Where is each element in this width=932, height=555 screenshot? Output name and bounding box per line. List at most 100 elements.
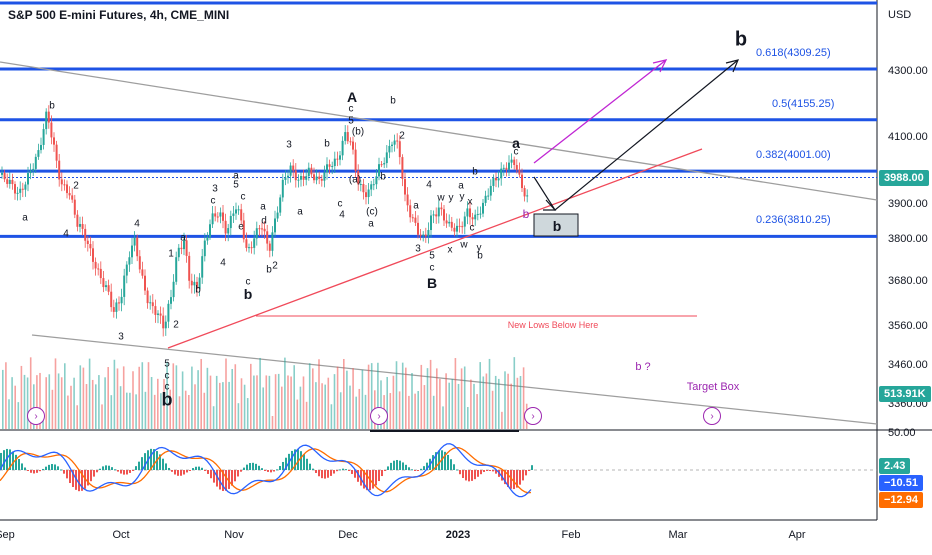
histogram-bar	[444, 451, 446, 470]
candle-body	[92, 248, 94, 262]
wave-label: x	[447, 244, 453, 256]
volume-bar	[172, 363, 175, 429]
candle-body	[357, 171, 360, 185]
histogram-bar	[315, 470, 317, 473]
x-tick-2: Nov	[224, 529, 244, 541]
histogram-bar	[108, 465, 110, 470]
histogram-bar	[60, 469, 62, 471]
event-icon[interactable]: ›	[524, 407, 542, 425]
candle-body	[198, 277, 201, 289]
histogram-bar	[105, 465, 107, 470]
volume-bar	[191, 366, 193, 429]
histogram-bar	[330, 470, 332, 476]
candle-body	[123, 275, 126, 297]
histogram-bar	[222, 470, 224, 491]
volume-bar	[212, 406, 215, 429]
event-icon[interactable]: ›	[703, 407, 721, 425]
histogram-bar	[252, 462, 254, 470]
wave-label: 2	[272, 260, 278, 272]
candle-body	[315, 176, 318, 181]
volume-bar	[5, 362, 7, 429]
histogram-bar	[153, 449, 155, 470]
histogram-bar	[471, 470, 473, 481]
event-icon[interactable]: ›	[370, 407, 388, 425]
projection-b-label: b	[734, 28, 748, 51]
histogram-bar	[354, 470, 356, 478]
volume-bar	[460, 368, 463, 429]
black-arrowhead	[725, 59, 740, 73]
volume-bar	[296, 399, 299, 429]
histogram-bar	[495, 470, 497, 474]
x-tick-4: 2023	[445, 529, 471, 541]
histogram-bar	[510, 470, 512, 489]
candle-body	[471, 217, 474, 220]
volume-bar	[405, 367, 407, 429]
volume-bar	[389, 393, 392, 429]
candle-body	[157, 313, 159, 315]
histogram-bar	[501, 470, 503, 481]
event-icon[interactable]: ›	[27, 407, 45, 425]
histogram-bar	[339, 469, 341, 471]
volume-bar	[417, 391, 419, 429]
volume-bar	[343, 358, 345, 429]
currency-label: USD	[888, 9, 912, 21]
volume-bar	[17, 402, 20, 429]
candle-body	[518, 169, 521, 175]
wave-label: b	[477, 250, 483, 262]
histogram-bar	[462, 470, 464, 478]
candle-body	[365, 192, 367, 198]
histogram-bar	[120, 470, 122, 474]
histogram-bar	[195, 466, 197, 470]
histogram-bar	[363, 470, 365, 489]
volume-bar	[240, 378, 243, 429]
candle-body	[497, 178, 500, 181]
wave-label: d	[261, 215, 267, 227]
candle-body	[97, 268, 100, 270]
candle-body	[94, 261, 97, 269]
volume-bar	[116, 368, 119, 429]
candle-body	[424, 234, 427, 237]
wave-label: y	[448, 192, 454, 204]
volume-bar	[423, 385, 426, 429]
candle-body	[430, 215, 432, 231]
volume-bar	[178, 396, 181, 429]
candle-body	[27, 173, 29, 185]
candle-body	[505, 167, 508, 170]
volume-bar	[110, 395, 113, 429]
volume-bar	[339, 392, 342, 429]
wave-label: a	[458, 180, 464, 192]
candle-body	[445, 220, 448, 224]
histogram-bar	[231, 470, 233, 486]
b-question-label: b ?	[635, 361, 651, 373]
volume-bar	[11, 377, 13, 429]
histogram-bar	[390, 462, 392, 470]
volume-bar	[274, 374, 277, 429]
histogram-bar	[24, 467, 26, 470]
candle-body	[281, 179, 284, 198]
candle-body	[271, 232, 274, 251]
volume-bar	[364, 394, 367, 429]
candle-body	[24, 184, 27, 190]
volume-bar	[519, 376, 522, 429]
histogram-bar	[42, 468, 44, 470]
wave-label: c	[348, 103, 354, 115]
histogram-bar	[183, 470, 185, 475]
wave-label: c	[210, 195, 216, 207]
volume-bar	[70, 385, 72, 429]
candle-body	[437, 207, 440, 217]
volume-bar	[432, 395, 435, 429]
candle-body	[502, 167, 505, 169]
volume-bar	[504, 371, 506, 429]
histogram-bar	[405, 464, 407, 470]
candle-body	[151, 302, 154, 307]
histogram-bar	[57, 466, 59, 470]
b-box-label: b	[552, 218, 562, 234]
volume-bar	[448, 382, 450, 429]
wave-label: c	[245, 276, 251, 288]
wave-label: a	[368, 218, 374, 230]
histogram-bar	[141, 457, 143, 470]
candle-body	[521, 174, 523, 189]
candle-body	[79, 224, 81, 227]
